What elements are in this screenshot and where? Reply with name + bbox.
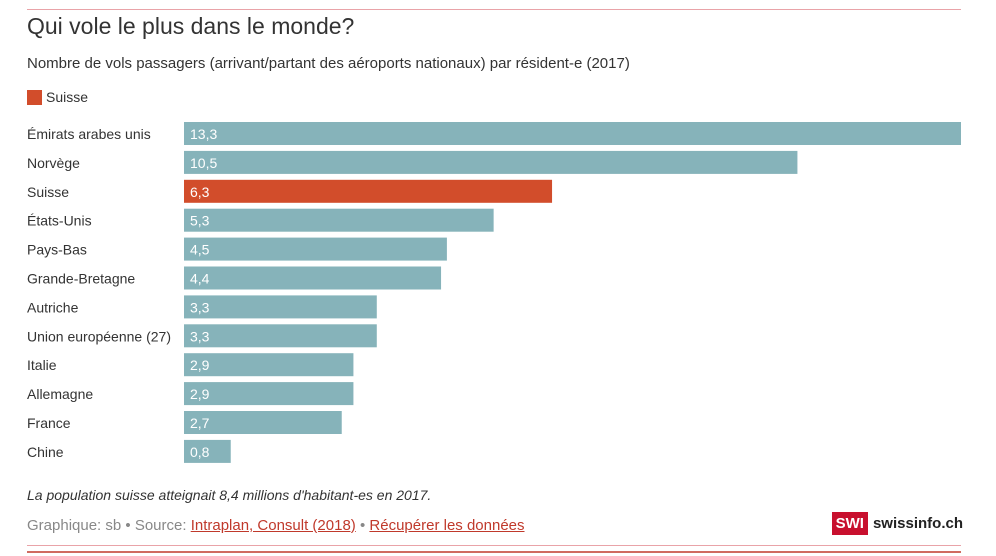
bar[interactable] [184, 324, 377, 348]
top-rule [27, 9, 961, 10]
category-label: Italie [27, 357, 57, 373]
value-label: 3,3 [190, 328, 210, 344]
value-label: 3,3 [190, 299, 210, 315]
brand-name: swissinfo.ch [872, 515, 963, 532]
category-label: Pays-Bas [27, 242, 87, 258]
legend-swatch [27, 89, 42, 105]
category-label: Émirats arabes unis [27, 126, 151, 142]
chart-subtitle: Nombre de vols passagers (arrivant/parta… [27, 55, 630, 72]
legend-label: Suisse [46, 89, 89, 105]
bar[interactable] [184, 266, 442, 290]
bar[interactable] [184, 150, 798, 174]
bottom-rule [27, 545, 961, 546]
value-label: 4,4 [190, 271, 210, 287]
category-label: France [27, 415, 71, 431]
value-label: 2,9 [190, 386, 210, 402]
bottom-rule-accent [27, 551, 961, 553]
separator: • [359, 517, 366, 534]
download-data-link[interactable]: Récupérer les données [369, 517, 525, 534]
brand-logo[interactable]: SWI swissinfo.ch [831, 512, 963, 535]
bar[interactable] [184, 439, 231, 463]
source-line: Graphique: sb • Source: Intraplan, Consu… [27, 517, 525, 534]
value-label: 13,3 [190, 126, 217, 142]
category-label: États-Unis [27, 213, 92, 229]
value-label: 5,3 [190, 213, 210, 229]
legend: Suisse [27, 89, 88, 105]
bar[interactable] [184, 237, 447, 261]
bar[interactable] [184, 353, 354, 377]
bar[interactable] [184, 295, 377, 319]
category-label: Autriche [27, 299, 79, 315]
category-label: Suisse [27, 184, 69, 200]
bar[interactable] [184, 179, 553, 203]
footnote: La population suisse atteignait 8,4 mill… [27, 487, 432, 503]
value-label: 4,5 [190, 242, 210, 258]
value-label: 0,8 [190, 444, 210, 460]
bar[interactable] [184, 208, 494, 232]
bar[interactable] [184, 411, 342, 434]
bar[interactable] [184, 122, 961, 145]
value-label: 10,5 [190, 155, 217, 171]
bar[interactable] [184, 382, 354, 406]
swi-badge: SWI [831, 512, 868, 535]
category-label: Allemagne [27, 386, 93, 402]
category-label: Norvège [27, 155, 80, 171]
category-label: Union européenne (27) [27, 328, 171, 344]
source-link[interactable]: Intraplan, Consult (2018) [190, 517, 356, 534]
credit-prefix: Graphique: sb • Source: [27, 517, 187, 534]
bar-chart: Émirats arabes unis 13,3 Norvège 10,5 Suisse… [27, 122, 961, 463]
chart-title: Qui vole le plus dans le monde? [27, 13, 355, 39]
category-label: Chine [27, 444, 64, 460]
category-label: Grande-Bretagne [27, 271, 135, 287]
value-label: 2,7 [190, 415, 210, 431]
value-label: 6,3 [190, 184, 210, 200]
value-label: 2,9 [190, 357, 210, 373]
